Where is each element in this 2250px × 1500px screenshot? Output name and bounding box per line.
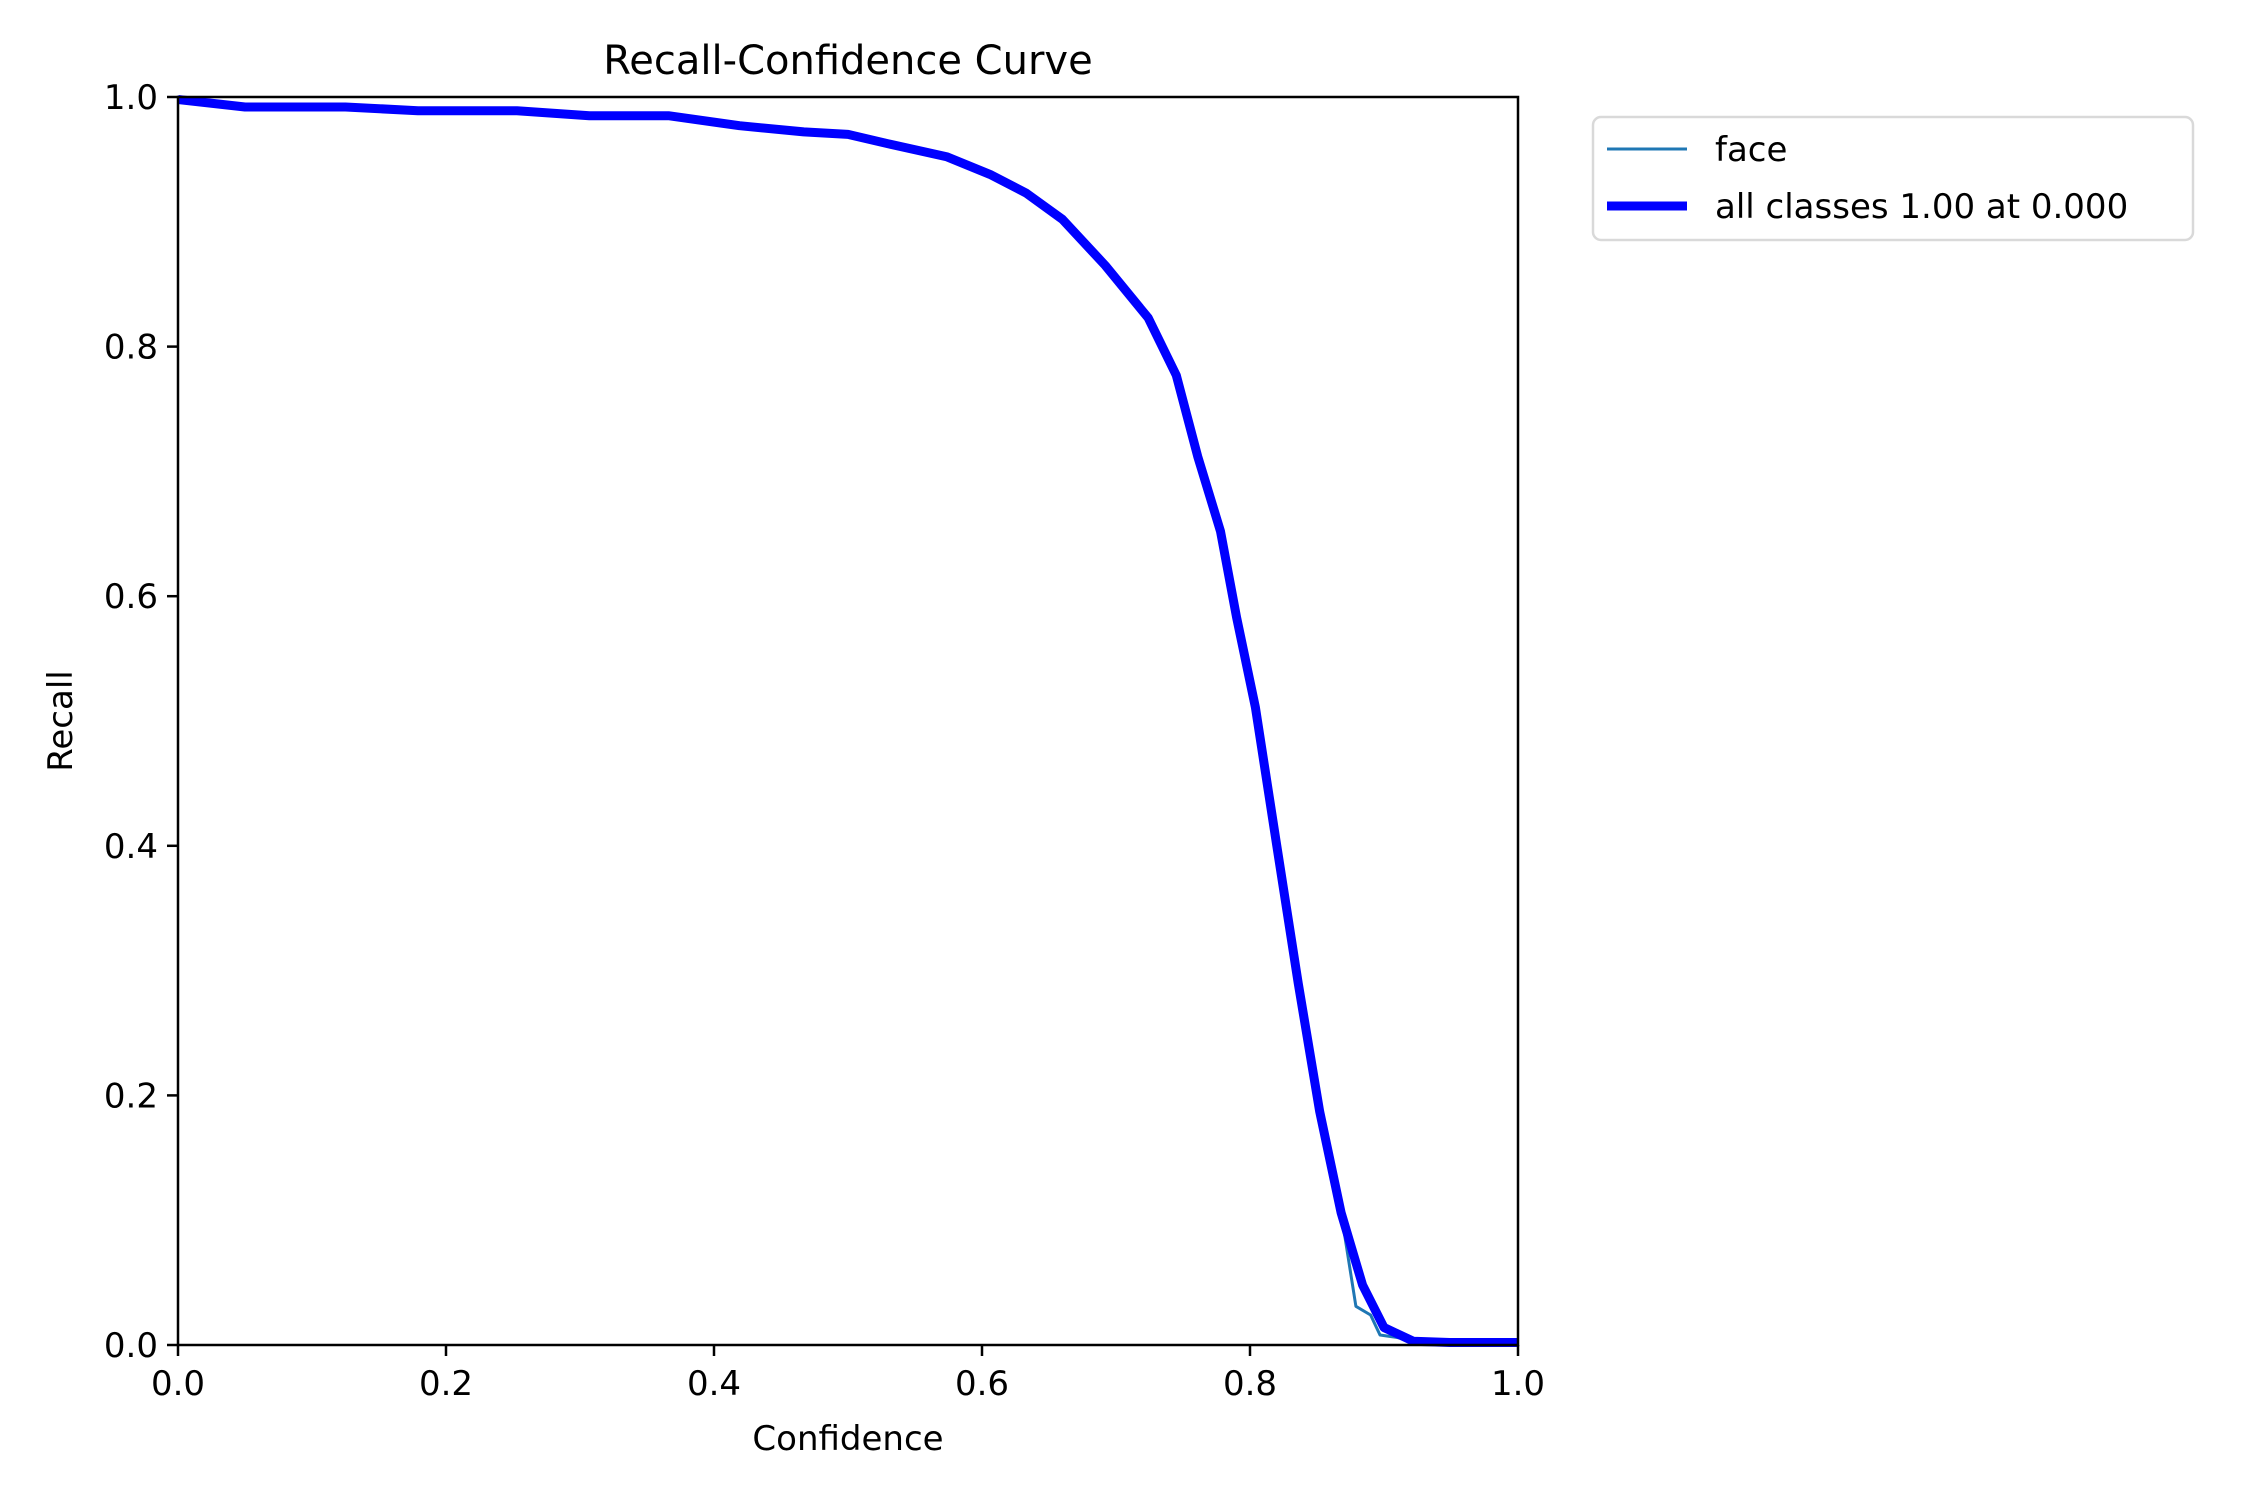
chart-title: Recall-Confidence Curve <box>603 38 1092 84</box>
y-tick-label: 0.6 <box>104 577 158 617</box>
axes-frame <box>176 95 1520 1347</box>
x-tick-label: 0.0 <box>151 1364 205 1404</box>
y-axis-title: Recall <box>41 670 81 771</box>
y-tick-label: 0.0 <box>104 1326 158 1366</box>
y-tick-label: 1.0 <box>104 78 158 118</box>
y-tick-label: 0.4 <box>104 827 158 867</box>
series-layer <box>177 95 1518 1347</box>
y-tick-label: 0.2 <box>104 1076 158 1116</box>
y-tick-label: 0.8 <box>104 328 158 368</box>
series-line-all-classes <box>177 95 1518 1347</box>
legend-label-all-classes: all classes 1.00 at 0.000 <box>1715 187 2128 227</box>
plot-area <box>176 95 1520 1347</box>
x-tick-label: 0.4 <box>687 1364 741 1404</box>
x-axis: 0.0 0.2 0.4 0.6 0.8 1.0 <box>151 1345 1545 1404</box>
x-axis-title: Confidence <box>752 1419 943 1459</box>
x-tick-label: 0.2 <box>419 1364 473 1404</box>
legend-box <box>1591 115 2195 242</box>
x-tick-label: 0.8 <box>1223 1364 1277 1404</box>
series-line-face <box>177 98 1518 1344</box>
x-tick-label: 0.6 <box>955 1364 1009 1404</box>
y-axis: 0.0 0.2 0.4 0.6 0.8 1.0 <box>104 78 178 1366</box>
x-tick-label: 1.0 <box>1491 1364 1545 1404</box>
legend: face all classes 1.00 at 0.000 <box>1591 115 2195 242</box>
legend-label-face: face <box>1715 130 1787 170</box>
